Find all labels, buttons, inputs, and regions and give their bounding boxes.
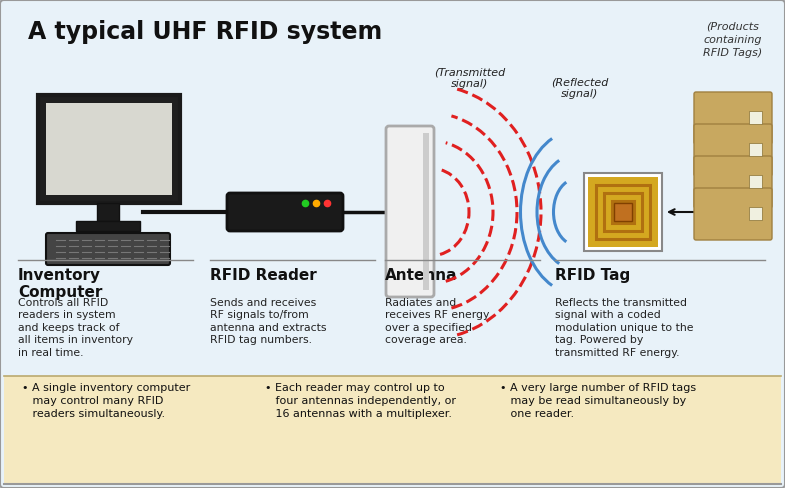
Bar (76, 221, 140, 231)
Text: • A single inventory computer
   may control many RFID
   readers simultaneously: • A single inventory computer may contro… (22, 383, 190, 419)
FancyBboxPatch shape (227, 193, 343, 231)
FancyBboxPatch shape (46, 233, 170, 265)
FancyBboxPatch shape (694, 156, 772, 208)
Text: Radiates and
receives RF energy
over a specified
coverage area.: Radiates and receives RF energy over a s… (385, 298, 489, 345)
Bar (749, 111, 762, 124)
Bar (749, 207, 762, 220)
FancyBboxPatch shape (694, 188, 772, 240)
Text: A typical UHF RFID system: A typical UHF RFID system (28, 20, 382, 44)
Bar (423, 133, 429, 290)
FancyBboxPatch shape (604, 193, 642, 231)
Text: RFID Reader: RFID Reader (210, 268, 317, 283)
Text: (Reflected
signal): (Reflected signal) (551, 77, 608, 99)
FancyBboxPatch shape (596, 185, 650, 239)
FancyBboxPatch shape (46, 103, 172, 195)
Bar (749, 175, 762, 188)
FancyBboxPatch shape (588, 177, 658, 247)
Text: Inventory
Computer: Inventory Computer (18, 268, 102, 300)
Text: RFID Tag: RFID Tag (555, 268, 630, 283)
Bar (4, 376, 781, 484)
Text: (Products
containing
RFID Tags): (Products containing RFID Tags) (703, 21, 762, 58)
Text: Reflects the transmitted
signal with a coded
modulation unique to the
tag. Power: Reflects the transmitted signal with a c… (555, 298, 693, 358)
Text: (Transmitted
signal): (Transmitted signal) (434, 67, 506, 89)
FancyBboxPatch shape (386, 126, 434, 297)
Text: • Each reader may control up to
   four antennas independently, or
   16 antenna: • Each reader may control up to four ant… (265, 383, 456, 419)
FancyBboxPatch shape (584, 173, 662, 251)
Bar (614, 203, 632, 221)
Text: Controls all RFID
readers in system
and keeps track of
all items in inventory
in: Controls all RFID readers in system and … (18, 298, 133, 358)
FancyBboxPatch shape (38, 95, 180, 203)
Text: • A very large number of RFID tags
   may be read simultaneously by
   one reade: • A very large number of RFID tags may b… (500, 383, 696, 419)
FancyBboxPatch shape (694, 124, 772, 176)
FancyBboxPatch shape (694, 92, 772, 144)
FancyBboxPatch shape (612, 201, 634, 223)
Bar (749, 143, 762, 156)
Text: Sends and receives
RF signals to/from
antenna and extracts
RFID tag numbers.: Sends and receives RF signals to/from an… (210, 298, 327, 345)
Bar (97, 203, 119, 221)
Text: Antenna: Antenna (385, 268, 458, 283)
